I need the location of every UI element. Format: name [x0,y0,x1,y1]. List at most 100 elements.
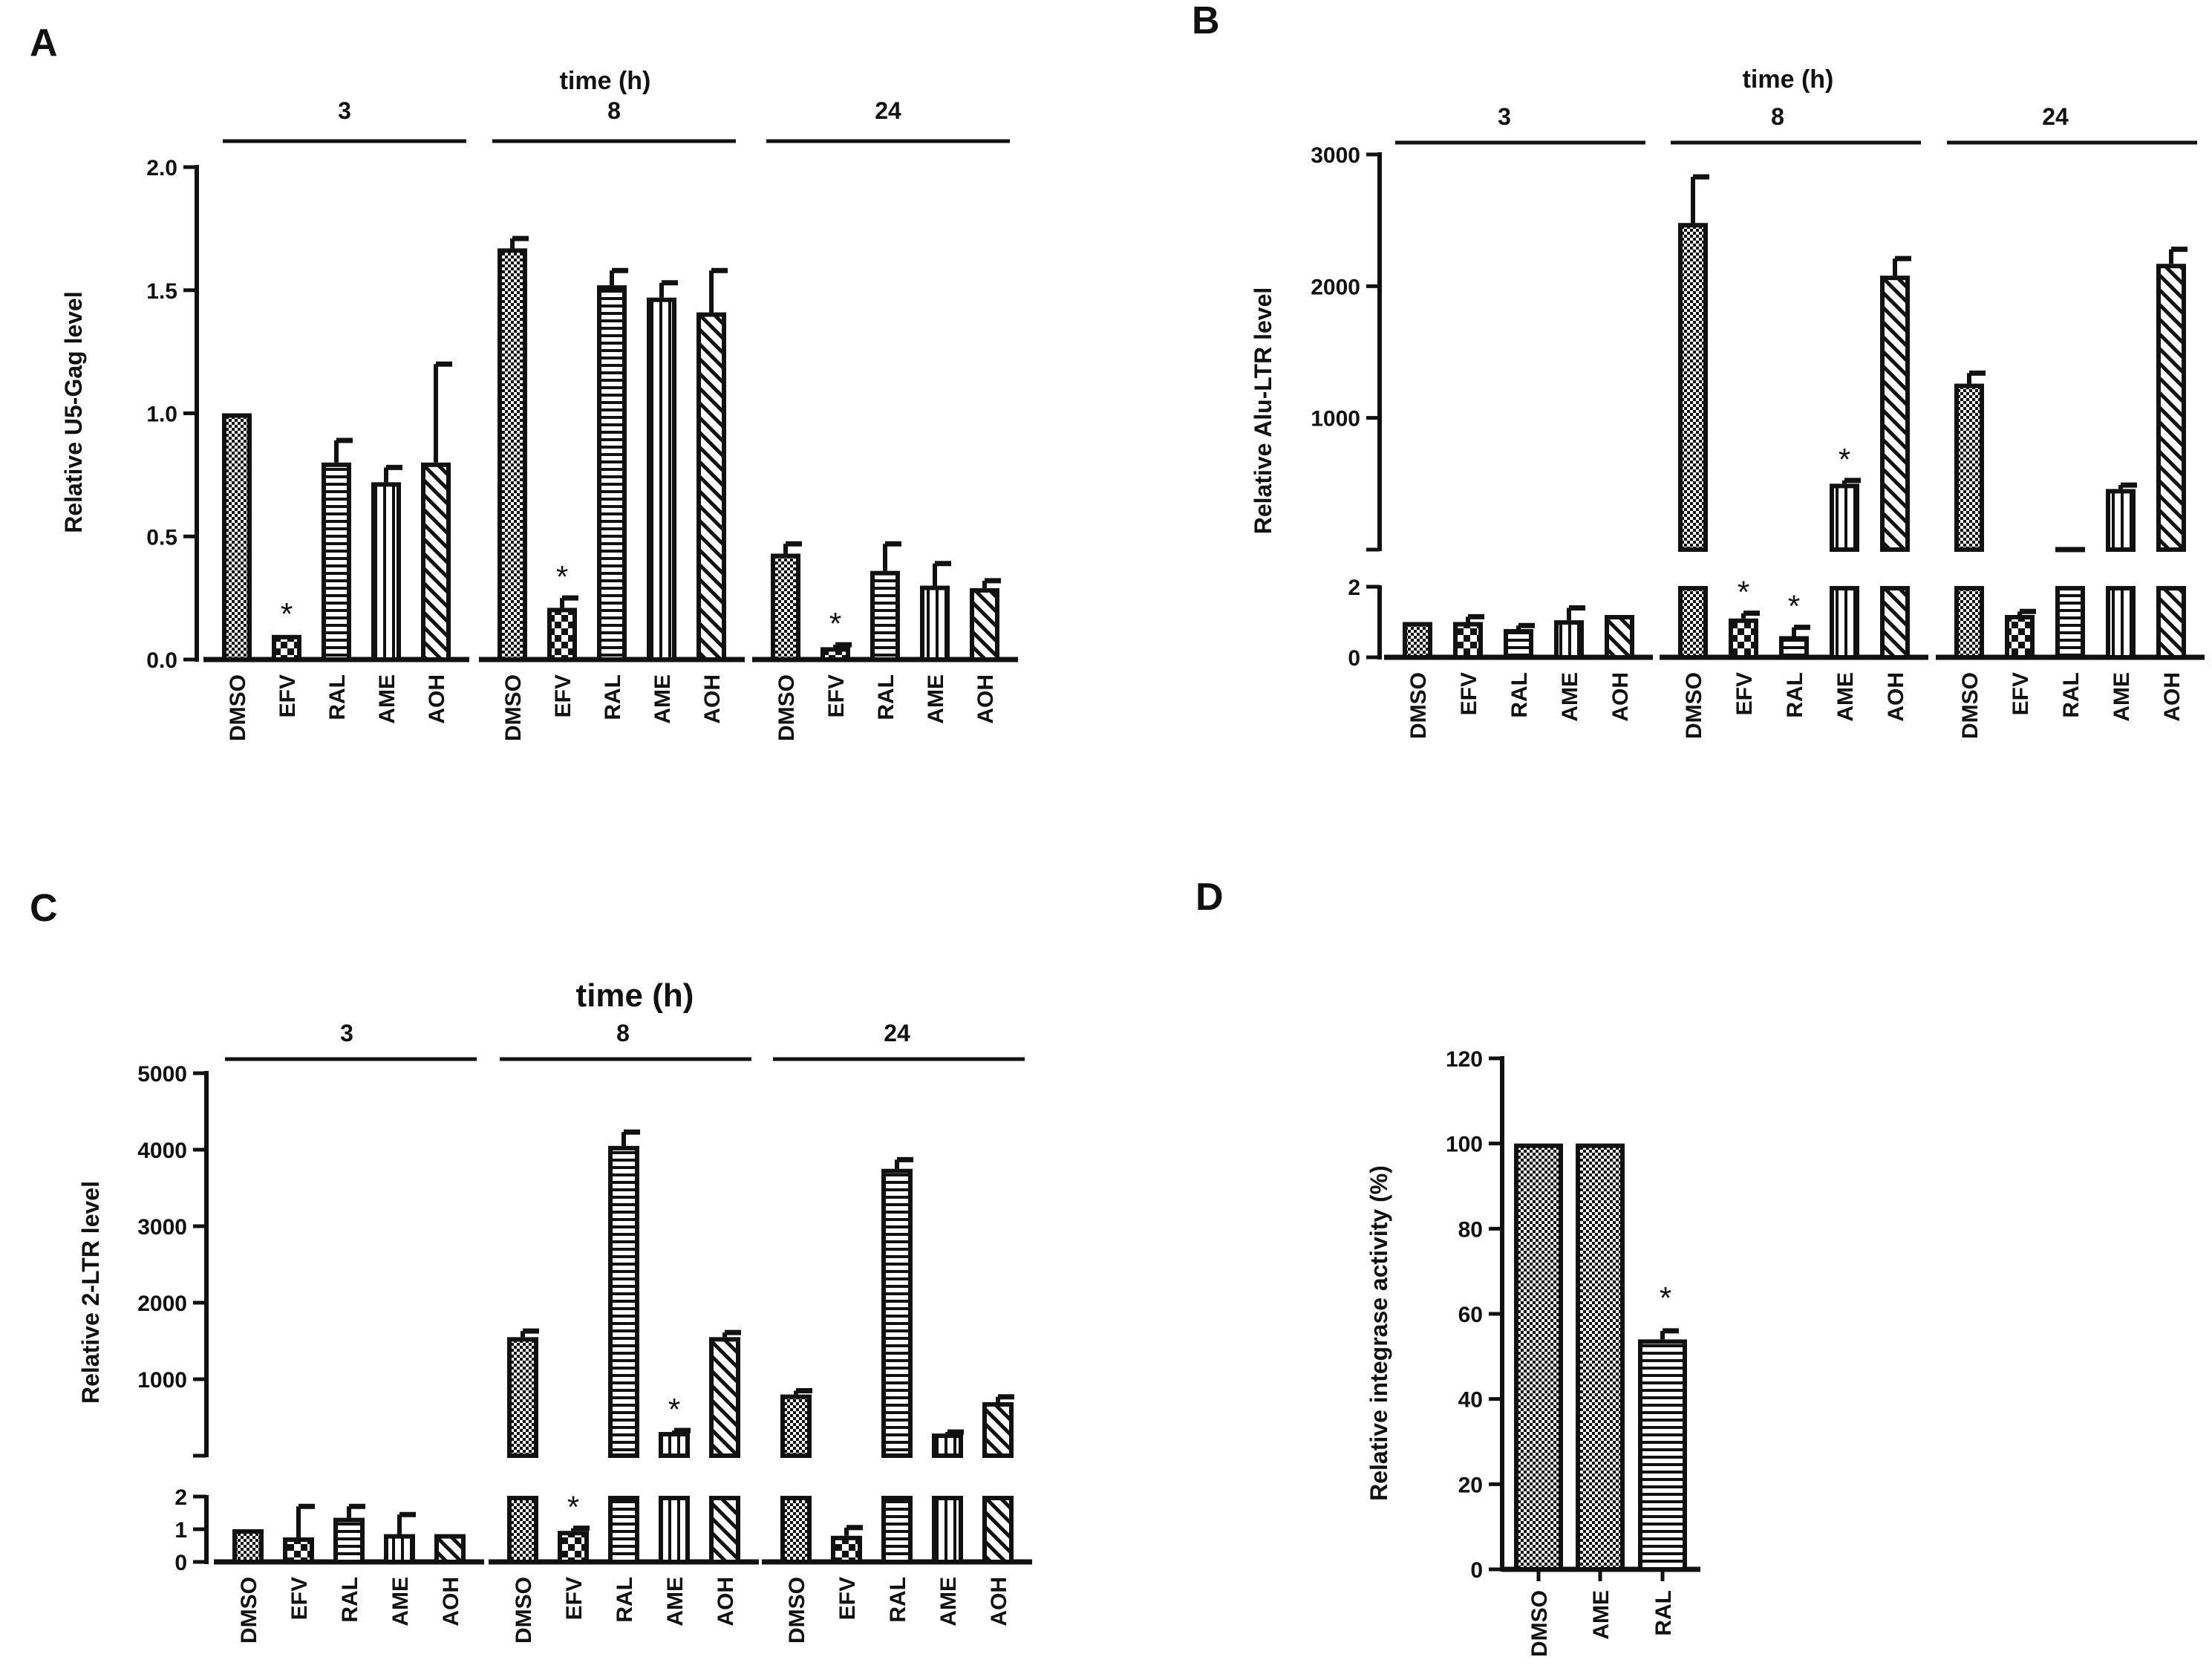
bar-c-ral-upper [881,1168,913,1458]
category-label-b: AOH [1884,672,1908,722]
category-label-a: RAL [601,674,625,720]
group-label-c: 24 [884,1020,910,1046]
chart-title-c: time (h) [576,977,694,1014]
bar-c-ame-upper [932,1433,963,1459]
category-label-d: RAL [1651,1590,1676,1636]
category-label-c: DMSO [785,1577,809,1644]
bar-c-ral [333,1517,365,1564]
bar-b-dmso-upper [1954,383,1984,552]
category-label-a: AOH [700,674,725,724]
group-label-a: 8 [607,97,621,124]
category-label-b: DMSO [1958,672,1983,739]
group-label-b: 8 [1771,103,1784,130]
bar-b-efv [2005,615,2035,660]
category-label-d: AME [1589,1590,1614,1640]
bar-b-dmso-lower [1954,586,1984,660]
category-label-a: AME [650,674,675,724]
bar-a-aoh [970,587,999,662]
significance-star-c: * [567,1490,579,1525]
bar-d-ame [1576,1143,1625,1572]
category-label-a: AME [924,674,948,724]
chart-title-b: time (h) [1743,65,1834,94]
category-label-a: DMSO [501,674,526,741]
bar-c-ame-lower [932,1496,963,1564]
y-axis-label-c: Relative 2-LTR level [77,1181,104,1404]
bar-b-aoh-upper [1880,276,1910,552]
category-label-b: AME [1833,672,1858,722]
category-label-c: AME [936,1577,961,1627]
significance-star-a: * [829,606,841,641]
category-label-a: AOH [973,674,998,724]
significance-star-b: * [1839,442,1850,477]
bar-b-efv [1729,618,1758,660]
group-label-c: 8 [616,1020,630,1046]
bar-c-dmso-lower [780,1496,812,1564]
bar-c-efv [283,1537,314,1564]
bar-b-ame-upper [1830,484,1859,552]
category-label-c: EFV [287,1577,312,1620]
panel-letter-c: C [30,887,58,930]
bar-b-dmso-lower [1678,586,1708,660]
category-label-a: RAL [874,674,898,720]
significance-star-d: * [1660,1280,1671,1315]
bar-c-ame-upper [659,1432,690,1458]
bar-c-dmso-upper [780,1394,812,1458]
y-tick-upper-b-label: 1000 [1311,407,1360,432]
category-label-c: AME [388,1577,413,1627]
y-tick-upper-c-label: 5000 [137,1062,187,1087]
bar-c-dmso-lower [507,1496,538,1564]
y-axis-label-d: Relative integrase activity (%) [1366,1165,1392,1501]
bar-b-ral-lower [2055,586,2085,660]
y-tick-d-label: 80 [1458,1217,1483,1242]
bar-c-ral-lower [881,1496,913,1564]
y-axis-label-b: Relative Alu-LTR level [1250,287,1276,535]
y-tick-upper-b-label: 2000 [1311,275,1360,299]
bar-b-ame [1554,620,1584,660]
category-label-a: EFV [275,674,300,717]
bar-c-aoh-upper [982,1401,1014,1459]
bar-b-dmso-upper [1678,223,1708,552]
y-tick-lower-c-label: 2 [174,1485,187,1510]
y-tick-upper-c-label: 2000 [137,1292,187,1316]
panel-letter-a: A [30,22,58,65]
y-tick-a-label: 0.5 [146,525,177,550]
y-tick-a-label: 1.5 [146,279,177,304]
category-label-a: DMSO [774,674,799,741]
bar-c-ame [384,1534,415,1565]
bar-b-efv [1453,622,1483,660]
y-tick-upper-c-label: 4000 [137,1139,187,1163]
bar-a-ral [597,285,627,662]
y-tick-upper-b-label: 3000 [1311,143,1360,168]
y-tick-d-label: 120 [1446,1047,1483,1072]
category-label-d: DMSO [1527,1590,1552,1657]
category-label-b: AOH [2160,672,2185,722]
bar-c-efv [558,1531,589,1564]
category-label-a: DMSO [226,674,250,741]
category-label-b: EFV [2009,672,2033,715]
bar-a-dmso [497,248,527,662]
category-label-b: RAL [1507,672,1532,718]
category-label-b: RAL [1783,672,1807,718]
y-tick-lower-c-label: 1 [174,1518,187,1543]
category-label-a: AOH [425,674,449,724]
bar-c-dmso-upper [507,1337,538,1458]
y-tick-a-label: 0.0 [146,648,177,673]
category-label-b: EFV [1457,672,1481,715]
bar-a-aoh [696,312,726,662]
category-label-b: EFV [1732,672,1757,715]
bar-c-aoh-upper [709,1337,740,1458]
category-label-a: RAL [325,674,350,720]
category-label-a: EFV [551,674,575,717]
bar-a-aoh [421,462,451,662]
bar-a-efv [820,647,850,662]
bar-c-efv [831,1535,862,1565]
chart-title-a: time (h) [560,67,651,95]
group-label-c: 3 [340,1020,353,1046]
bar-d-dmso [1514,1143,1563,1572]
group-label-a: 24 [875,97,901,124]
group-label-b: 3 [1498,103,1511,130]
category-label-c: DMSO [237,1577,261,1644]
bar-a-ral [870,570,900,662]
